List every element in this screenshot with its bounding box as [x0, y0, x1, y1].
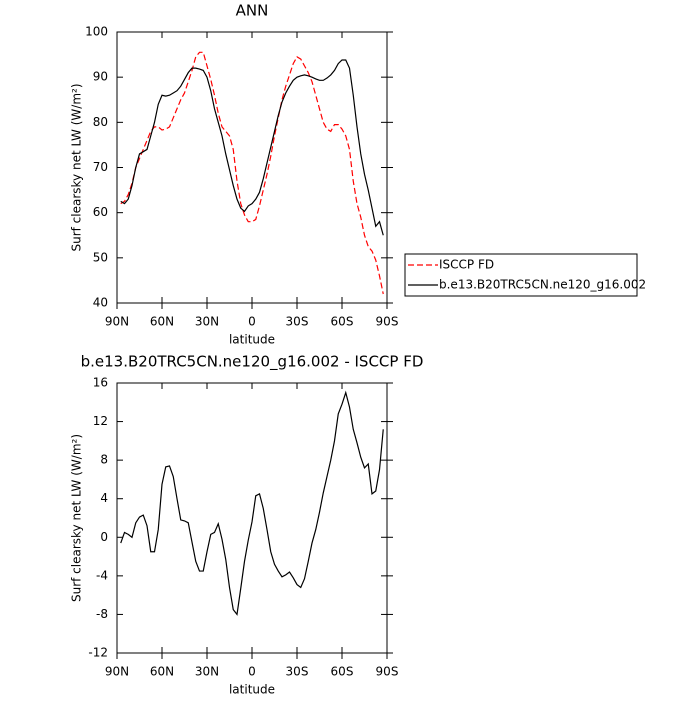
legend-box — [404, 253, 638, 297]
y-tick-label: 12 — [93, 414, 108, 428]
x-tick-label: 60N — [150, 665, 174, 679]
data-line — [120, 59, 384, 236]
y-tick-label: 60 — [93, 205, 108, 219]
y-tick-label: 80 — [93, 115, 108, 129]
plot-frame — [116, 31, 388, 304]
y-tick-label: 8 — [100, 453, 108, 467]
data-line — [120, 390, 384, 616]
y-axis-label: Surf clearsky net LW (W/m²) — [70, 83, 84, 251]
y-tick-label: 90 — [93, 70, 108, 84]
x-tick-label: 30N — [195, 315, 219, 329]
y-tick-label: 40 — [93, 296, 108, 310]
y-tick-label: 0 — [100, 530, 108, 544]
legend-label: ISCCP FD — [439, 258, 494, 272]
chart-title: b.e13.B20TRC5CN.ne120_g16.002 - ISCCP FD — [81, 353, 424, 372]
x-tick-label: 90N — [105, 315, 129, 329]
y-tick-label: -12 — [88, 646, 108, 660]
y-tick-label: -4 — [96, 568, 108, 582]
x-tick-label: 90S — [376, 665, 399, 679]
x-tick-label: 90S — [376, 315, 399, 329]
chart-title: ANN — [236, 2, 269, 20]
y-tick-label: 70 — [93, 160, 108, 174]
x-axis-label: latitude — [229, 683, 275, 697]
y-tick-label: 100 — [85, 25, 108, 39]
x-tick-label: 60S — [331, 315, 354, 329]
data-line — [120, 51, 384, 295]
y-axis-label: Surf clearsky net LW (W/m²) — [70, 434, 84, 602]
legend-label: b.e13.B20TRC5CN.ne120_g16.002 — [439, 278, 646, 292]
x-axis-label: latitude — [229, 333, 275, 347]
y-tick-label: 50 — [93, 250, 108, 264]
x-tick-label: 90N — [105, 665, 129, 679]
x-tick-label: 0 — [248, 665, 256, 679]
x-tick-label: 60N — [150, 315, 174, 329]
x-tick-label: 30S — [286, 665, 309, 679]
y-tick-label: -8 — [96, 607, 108, 621]
y-tick-label: 16 — [93, 376, 108, 390]
y-tick-label: 4 — [100, 491, 108, 505]
x-tick-label: 30S — [286, 315, 309, 329]
x-tick-label: 60S — [331, 665, 354, 679]
x-tick-label: 30N — [195, 665, 219, 679]
x-tick-label: 0 — [248, 315, 256, 329]
